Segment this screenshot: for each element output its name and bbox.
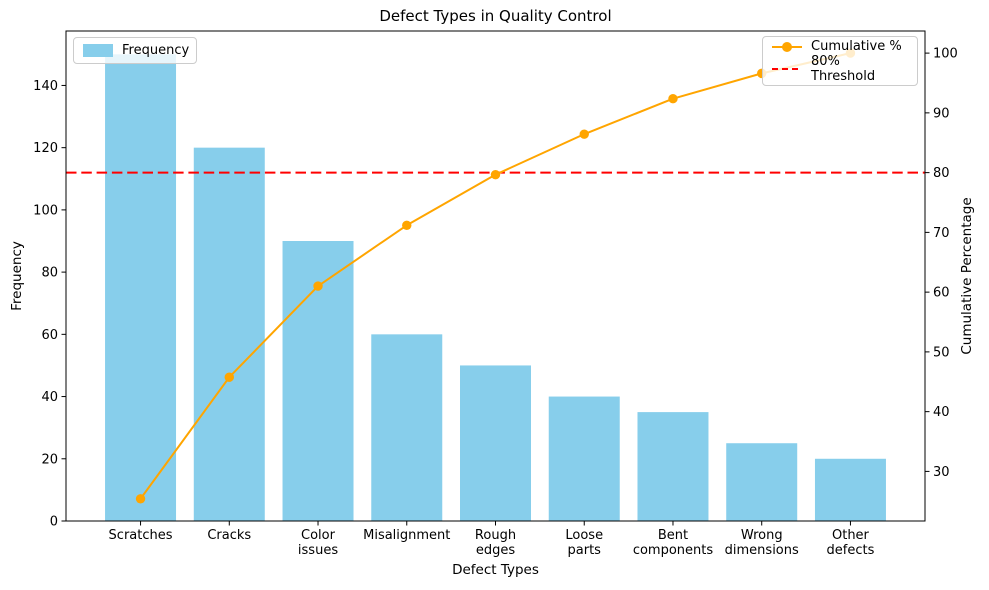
cumulative-marker-0 xyxy=(135,494,146,504)
ytick-right-70: 70 xyxy=(933,226,950,241)
axis-ticks-and-labels: 0 20 40 60 80 100 120 140 30 40 50 60 70 80 90 100 Scrat… xyxy=(33,47,958,558)
bar-0 xyxy=(105,54,177,521)
cumulative-line xyxy=(135,48,856,504)
xtick-label-5: Loose parts xyxy=(565,528,603,558)
ytick-left-60: 60 xyxy=(41,328,58,343)
ytick-left-80: 80 xyxy=(41,266,58,281)
ytick-right-80: 80 xyxy=(933,166,950,181)
bar-1 xyxy=(193,147,265,521)
bar-8 xyxy=(814,458,886,521)
cumulative-marker-1 xyxy=(224,372,234,382)
bar-5 xyxy=(548,396,620,521)
chart-title: Defect Types in Quality Control xyxy=(379,7,612,25)
legend-frequency-label: Frequency xyxy=(122,43,190,58)
xtick-label-4: Rough edges xyxy=(475,528,516,558)
bar-4 xyxy=(460,365,531,521)
legend-row-threshold: 80% Threshold xyxy=(772,54,908,84)
bar-7 xyxy=(726,443,798,521)
xtick-label-2: Color issues xyxy=(298,528,338,558)
right-axis-label: Cumulative Percentage xyxy=(959,197,975,355)
ytick-right-40: 40 xyxy=(933,405,950,420)
xtick-label-0: Scratches xyxy=(109,528,173,543)
threshold-line-swatch xyxy=(772,68,802,70)
cumulative-marker-5 xyxy=(579,129,589,139)
xtick-label-3: Misalignment xyxy=(363,528,450,543)
xtick-label-7: Wrong dimensions xyxy=(725,528,799,558)
legend-threshold-label: 80% Threshold xyxy=(811,54,876,84)
xtick-label-1: Cracks xyxy=(207,528,251,543)
cumulative-marker-4 xyxy=(490,169,501,180)
xtick-label-8: Other defects xyxy=(827,528,875,558)
legend-row-cumulative: Cumulative % xyxy=(772,39,908,54)
cumulative-marker-icon xyxy=(782,41,792,52)
bar-3 xyxy=(371,334,443,521)
legend-cumulative-label: Cumulative % xyxy=(811,39,902,54)
ytick-right-30: 30 xyxy=(933,465,950,480)
ytick-left-0: 0 xyxy=(50,515,58,530)
ytick-right-50: 50 xyxy=(933,345,950,360)
ytick-right-60: 60 xyxy=(933,286,950,301)
cumulative-line-swatch xyxy=(772,41,802,52)
ytick-left-100: 100 xyxy=(33,203,58,218)
cumulative-marker-2 xyxy=(313,281,323,291)
frequency-bars xyxy=(105,54,886,521)
left-axis-label: Frequency xyxy=(9,241,25,311)
xtick-label-6: Bent components xyxy=(633,528,714,558)
cumulative-marker-3 xyxy=(402,220,412,230)
ytick-left-120: 120 xyxy=(33,141,58,156)
x-axis-label: Defect Types xyxy=(452,562,539,578)
cumulative-marker-6 xyxy=(668,94,678,104)
ytick-right-100: 100 xyxy=(933,47,958,62)
legend-cumulative: Cumulative % 80% Threshold xyxy=(762,36,918,86)
bar-6 xyxy=(637,412,709,521)
ytick-left-140: 140 xyxy=(33,79,58,94)
ytick-right-90: 90 xyxy=(933,106,950,121)
frequency-swatch xyxy=(83,44,113,57)
ytick-left-20: 20 xyxy=(41,452,58,467)
legend-frequency: Frequency xyxy=(73,37,197,64)
ytick-left-40: 40 xyxy=(41,390,58,405)
